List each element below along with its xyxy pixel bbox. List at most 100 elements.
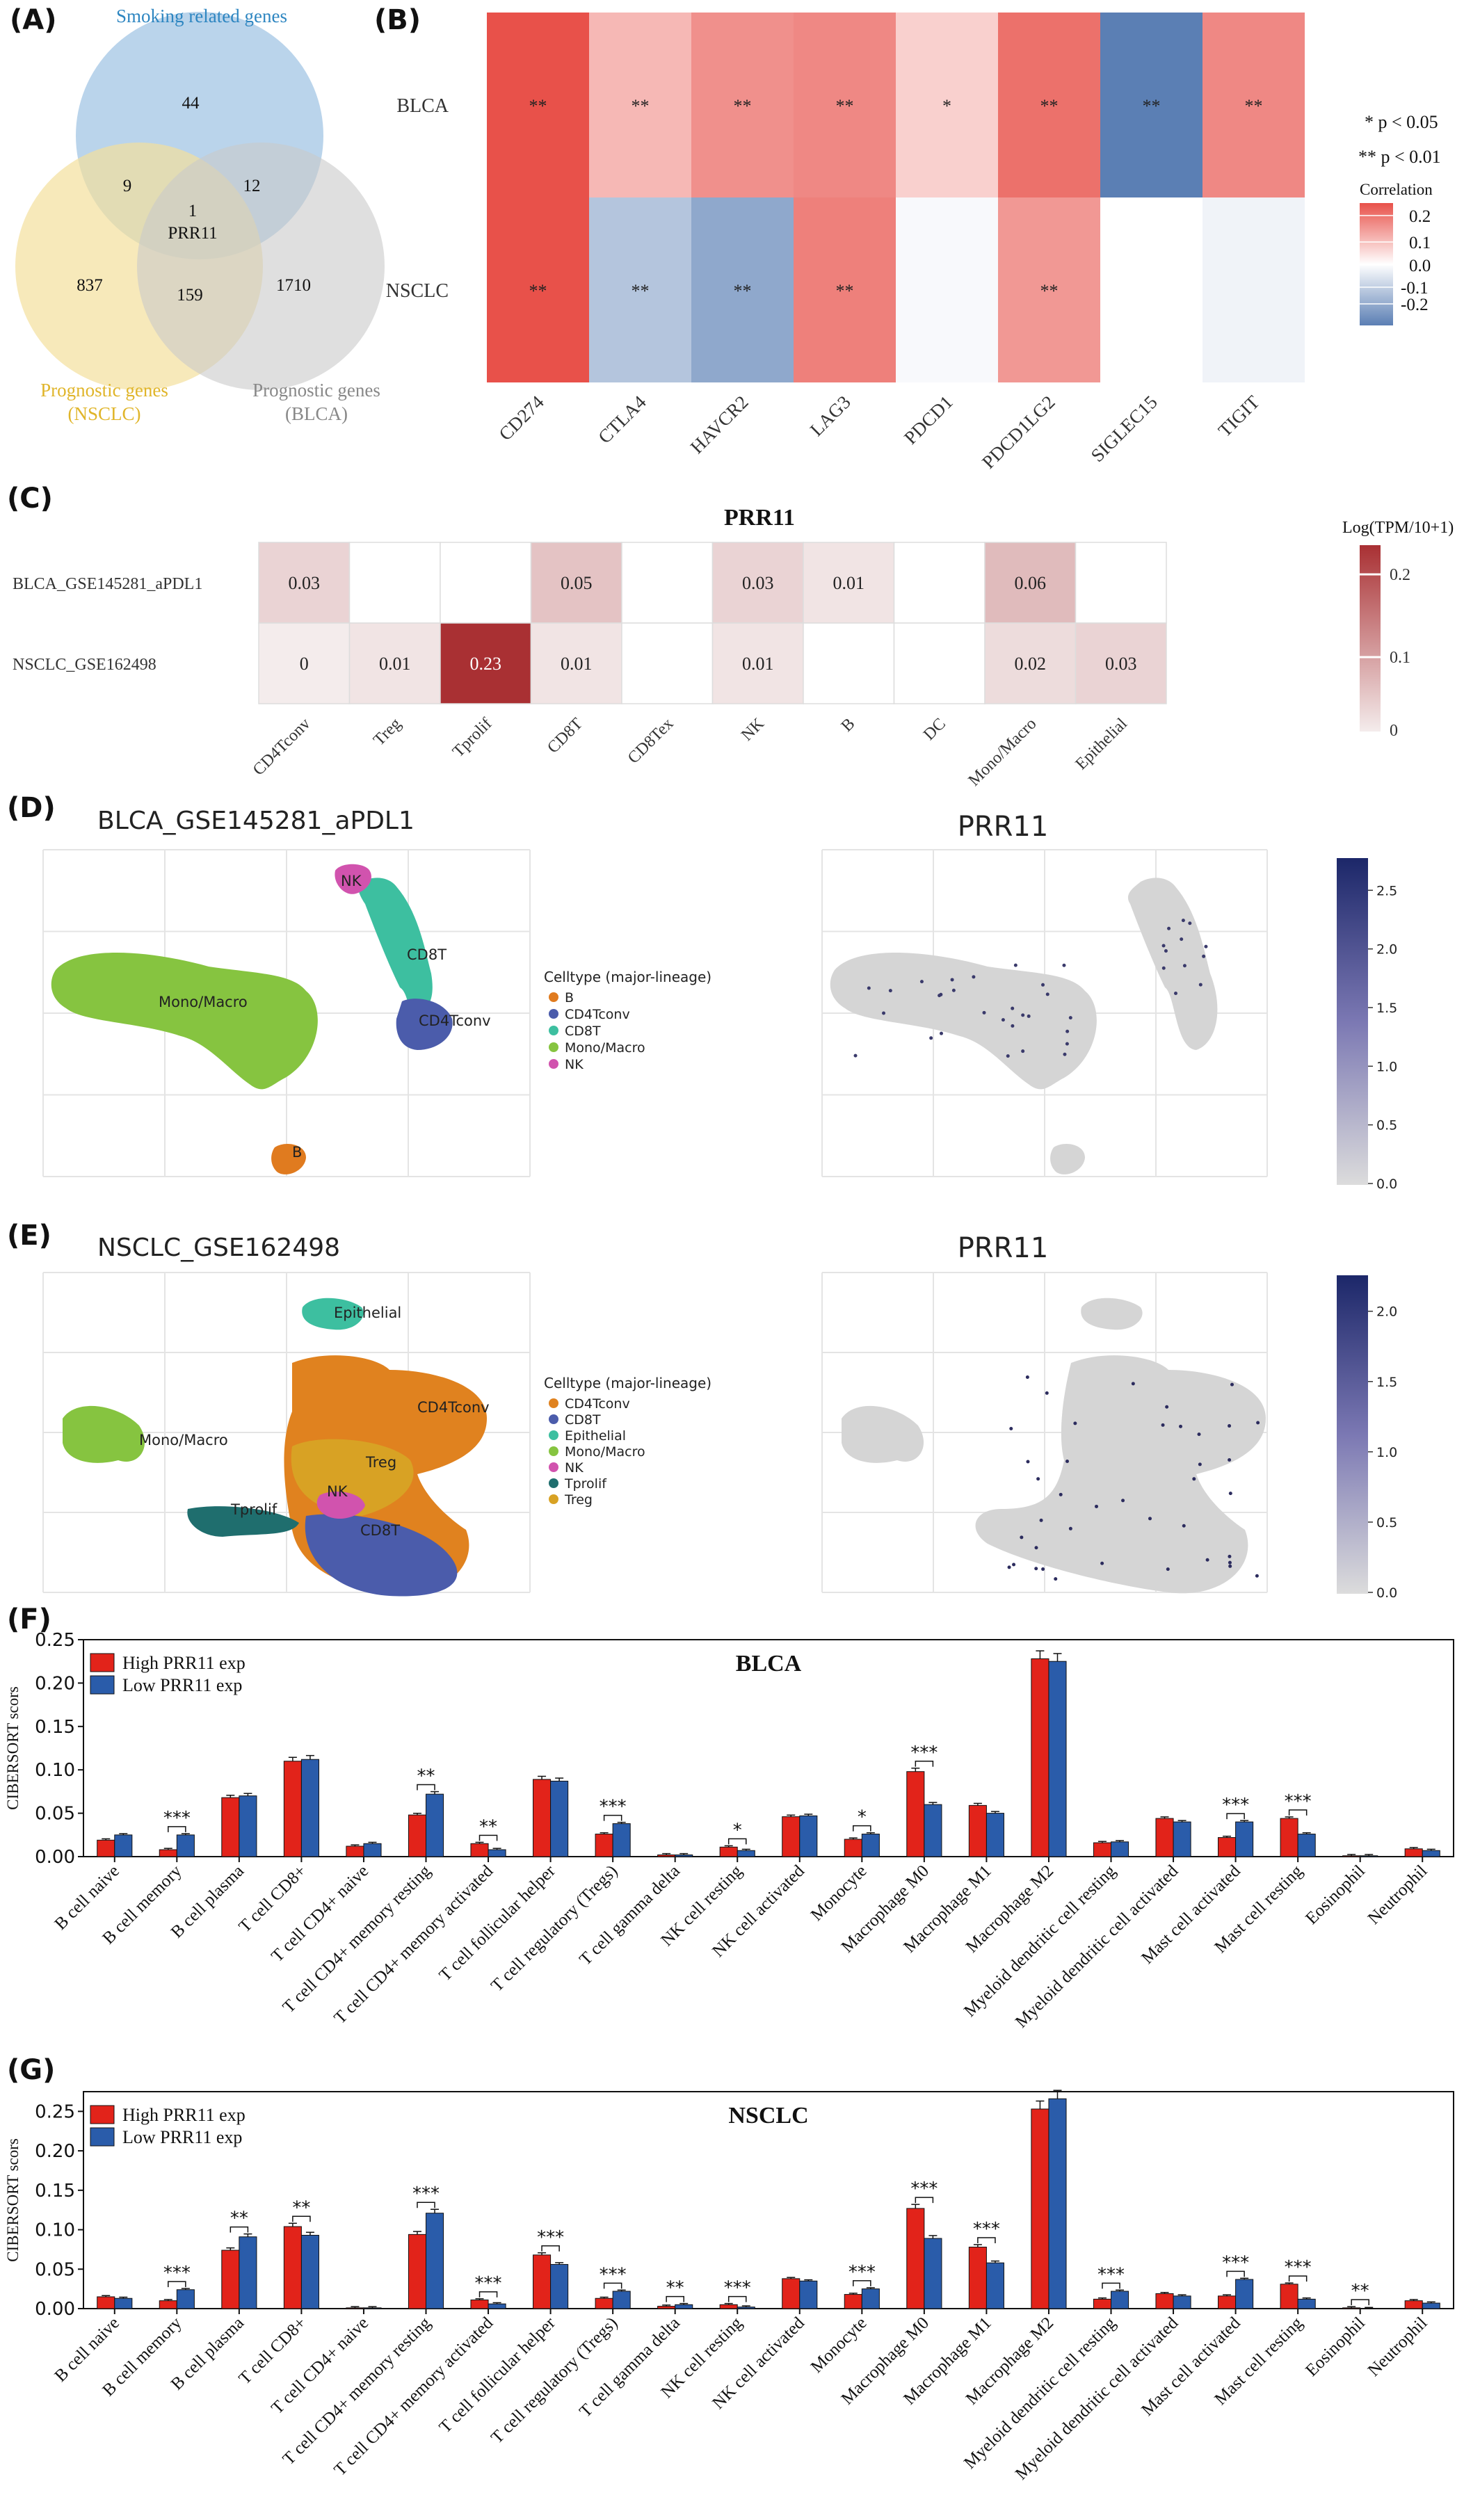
p-legend-2: ** p < 0.01	[1358, 147, 1441, 167]
bar	[221, 2250, 240, 2309]
heatmap-b-star: **	[1040, 96, 1059, 116]
heatmap-c-col-label: CD4Tconv	[250, 715, 314, 780]
bar-y-tick-label: 0.15	[35, 1717, 75, 1738]
heatmap-c-cell	[530, 542, 622, 624]
bar	[595, 1834, 613, 1857]
umap-legend-label: CD4Tconv	[565, 1396, 630, 1412]
umap-d-label-mono: Mono/Macro	[159, 994, 248, 1010]
bar	[612, 2291, 631, 2309]
significance-stars: ***	[724, 2278, 751, 2299]
heatmap-c-cell	[984, 622, 1077, 704]
umap-e-feature-title: PRR11	[958, 1232, 1049, 1264]
venn-diagram: Smoking related genes Prognostic genes (…	[15, 6, 385, 424]
bar-y-tick-label: 0.20	[35, 2141, 75, 2162]
umap-high-cell	[1054, 1577, 1058, 1581]
umap-legend-dot	[549, 992, 558, 1002]
heatmap-b-star: *	[942, 96, 951, 116]
venn-circle-blca	[137, 143, 385, 390]
heatmap-b-cell	[1100, 197, 1202, 382]
heatmap-b-cell	[487, 13, 589, 197]
umap-d-title: BLCA_GSE145281_aPDL1	[97, 807, 415, 835]
umap-legend-dot	[549, 1446, 558, 1456]
umap-d-feature-b	[1050, 1144, 1085, 1174]
heatmap-c-cell	[621, 542, 714, 624]
umap-high-cell	[1173, 991, 1177, 995]
heatmap-b-cell	[1100, 13, 1202, 197]
heatmap-c-value: 0.02	[1015, 654, 1047, 674]
bar-x-tick-label: T cell regulatory (Tregs)	[488, 2313, 621, 2447]
bar	[239, 1795, 257, 1857]
umap-cluster-mono-macro	[51, 953, 318, 1090]
umap-high-cell	[919, 980, 924, 984]
bar	[176, 2289, 195, 2309]
bar	[924, 1804, 942, 1857]
venn-label-nsclc-1: Prognostic genes	[40, 380, 168, 401]
umap-high-cell	[1182, 964, 1187, 968]
umap-high-cell	[1039, 1518, 1043, 1522]
bar-x-tick-label: Eosinophil	[1302, 1861, 1369, 1928]
heatmap-b-row-label: NSCLC	[386, 280, 449, 302]
significance-bracket	[727, 2295, 747, 2302]
colorbar-b-tick-label: -0.1	[1401, 279, 1429, 298]
umap-high-cell	[1011, 1024, 1015, 1028]
bar	[1218, 2295, 1237, 2309]
bar	[675, 2304, 693, 2309]
umap-legend-dot	[549, 1478, 558, 1488]
heatmap-c-cell	[530, 622, 622, 704]
bar	[300, 2234, 319, 2309]
significance-stars: *	[858, 1807, 867, 1828]
umap-high-cell	[882, 1011, 886, 1015]
bar	[533, 2254, 552, 2309]
umap-colorbar-tick-label: 2.0	[1376, 1305, 1397, 1320]
bar	[1093, 1842, 1111, 1857]
umap-high-cell	[1228, 1564, 1232, 1568]
umap-cluster-nk	[335, 864, 371, 894]
bar-y-tick-label: 0.10	[35, 2220, 75, 2241]
umap-cluster-b	[271, 1144, 306, 1174]
umap-high-cell	[1182, 1524, 1186, 1528]
significance-bracket	[478, 2291, 498, 2297]
heatmap-c-col-label: B	[838, 715, 859, 736]
significance-stars: ***	[1285, 1791, 1312, 1812]
significance-stars: ***	[163, 1808, 191, 1829]
significance-stars: **	[230, 2208, 248, 2229]
umap-legend-title: Celltype (major-lineage)	[544, 969, 711, 985]
significance-bracket	[1226, 2270, 1245, 2277]
umap-e-label-cd4: CD4Tconv	[417, 1399, 490, 1416]
heatmap-c-value: 0.01	[379, 654, 411, 674]
umap-legend-dot	[549, 1398, 558, 1408]
bar	[408, 2234, 426, 2309]
bar	[906, 2208, 925, 2309]
bar	[1173, 1821, 1191, 1857]
bar	[1235, 1821, 1254, 1857]
bar-x-tick-label: Monocyte	[807, 2313, 871, 2377]
heatmap-c-value: 0.06	[1015, 573, 1047, 593]
bar	[782, 1816, 801, 1857]
umap-high-cell	[950, 978, 954, 982]
umap-high-cell	[1198, 983, 1202, 987]
umap-high-cell	[1228, 1560, 1232, 1565]
umap-high-cell	[1179, 1424, 1183, 1428]
bar	[159, 1849, 177, 1857]
bar	[1404, 2300, 1423, 2309]
heatmap-b-col-label: PDCD1LG2	[978, 391, 1059, 473]
significance-bracket	[977, 2237, 996, 2243]
significance-bracket	[853, 2280, 871, 2286]
bar-y-tick-label: 0.10	[35, 1760, 75, 1781]
panel-label-f: (F)	[7, 1604, 51, 1635]
bar	[346, 1845, 364, 1857]
significance-bracket	[168, 2281, 186, 2288]
bar-y-tick-label: 0.05	[35, 1804, 75, 1825]
cibersort-bar-chart-blca: 0.00 0.05 0.10 0.15 0.20 0.25 CIBERSORT scors B…	[4, 1630, 1454, 2032]
panel-label-c: (C)	[7, 483, 53, 515]
umap-e-label-mono: Mono/Macro	[139, 1432, 228, 1448]
umap-e-feature-epi	[1081, 1298, 1143, 1330]
bar-legend-swatch	[90, 2127, 115, 2147]
heatmap-b-cell	[998, 13, 1100, 197]
significance-bracket	[915, 1761, 934, 1767]
heatmap-b-star: **	[734, 96, 752, 116]
bar	[968, 1804, 987, 1857]
significance-stars: ***	[1222, 2252, 1249, 2273]
bar	[1173, 2295, 1191, 2309]
umap-high-cell	[1165, 1405, 1169, 1409]
